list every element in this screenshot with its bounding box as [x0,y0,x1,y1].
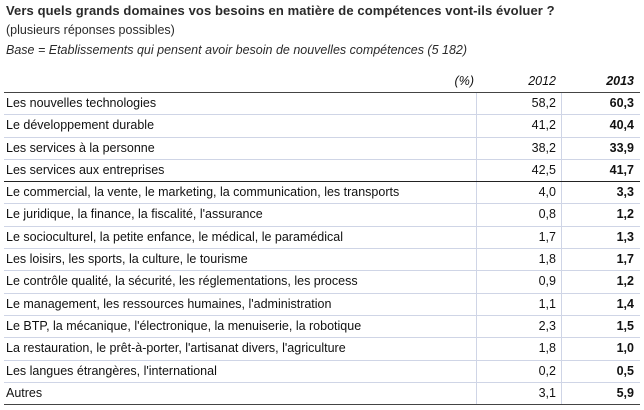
value-2012: 2,3 [538,318,556,333]
table-body: Les nouvelles technologies 58,2 60,3 Le dév… [4,93,640,406]
table-row: Les services à la personne 38,2 33,9 [4,137,640,160]
column-divider [561,137,562,159]
table-row: Les services aux entreprises 42,5 41,7 [4,159,640,183]
table-row: Le contrôle qualité, la sécurité, les ré… [4,271,640,294]
value-2012: 38,2 [531,140,556,155]
table-row: Le juridique, la finance, la fiscalité, … [4,204,640,227]
column-divider [561,115,562,137]
column-divider [476,338,477,360]
value-2013: 5,9 [616,385,634,400]
column-divider [476,182,477,204]
column-divider [476,360,477,382]
value-2013: 3,3 [616,185,634,200]
table-row: Le BTP, la mécanique, l'électronique, la… [4,315,640,339]
value-2013: 1,7 [616,252,634,267]
column-divider [476,293,477,315]
value-2013: 0,5 [616,363,634,378]
value-2013: 1,2 [616,207,634,222]
row-label: Le développement durable [6,118,155,133]
table-header: (%) 2012 2013 [4,71,640,93]
value-2012: 4,0 [538,185,556,200]
row-label: Le commercial, la vente, le marketing, l… [6,185,400,200]
row-label: Autres [6,385,43,400]
value-2012: 1,7 [538,229,556,244]
column-divider [476,115,477,137]
row-label: Le BTP, la mécanique, l'électronique, la… [6,318,362,333]
row-label: Les loisirs, les sports, la culture, le … [6,252,248,267]
value-2012: 0,2 [538,363,556,378]
column-divider [476,249,477,271]
row-label: Les langues étrangères, l'international [6,363,217,378]
column-divider [561,249,562,271]
value-2012: 1,8 [538,252,556,267]
value-2013: 1,0 [616,341,634,356]
table-row: La restauration, le prêt-à-porter, l'art… [4,338,640,361]
column-divider [561,382,562,405]
year-2012-header: 2012 [528,74,556,88]
column-divider [561,159,562,182]
value-2013: 41,7 [609,162,634,177]
row-label: Le contrôle qualité, la sécurité, les ré… [6,274,358,289]
row-label: Les services aux entreprises [6,162,165,177]
row-label: Le socioculturel, la petite enfance, le … [6,229,343,244]
column-divider [476,271,477,293]
value-2012: 42,5 [531,162,556,177]
column-divider [476,204,477,226]
row-label: Le management, les ressources humaines, … [6,296,332,311]
question-subtitle: (plusieurs réponses possibles) [6,23,175,37]
column-divider [561,338,562,360]
question-title: Vers quels grands domaines vos besoins e… [6,3,555,18]
value-2012: 1,8 [538,341,556,356]
column-divider [561,204,562,226]
column-divider [561,271,562,293]
value-2012: 58,2 [531,96,556,110]
column-divider [476,159,477,182]
column-divider [561,182,562,204]
table-row: Le management, les ressources humaines, … [4,293,640,316]
row-label: Le juridique, la finance, la fiscalité, … [6,207,263,222]
table-row: Les langues étrangères, l'international 0… [4,360,640,383]
value-2013: 60,3 [609,96,634,110]
column-divider [561,226,562,249]
unit-header: (%) [454,74,474,88]
column-divider [476,226,477,249]
column-divider [476,93,477,115]
value-2012: 3,1 [538,385,556,400]
value-2013: 1,3 [616,229,634,244]
row-label: Les services à la personne [6,140,155,155]
value-2013: 33,9 [609,140,634,155]
value-2013: 1,2 [616,274,634,289]
table-row: Le développement durable 41,2 40,4 [4,115,640,138]
row-label: La restauration, le prêt-à-porter, l'art… [6,341,346,356]
value-2013: 1,5 [616,318,634,333]
column-divider [561,93,562,115]
base-note: Base = Etablissements qui pensent avoir … [6,43,468,57]
value-2012: 0,9 [538,274,556,289]
value-2012: 0,8 [538,207,556,222]
year-2013-header: 2013 [606,74,634,88]
table-row: Le socioculturel, la petite enfance, le … [4,226,640,250]
value-2013: 1,4 [616,296,634,311]
column-divider [476,137,477,159]
column-divider [476,315,477,338]
value-2012: 41,2 [531,118,556,133]
column-divider [476,382,477,405]
table-row: Les nouvelles technologies 58,2 60,3 [4,93,640,116]
column-divider [561,360,562,382]
column-divider [561,315,562,338]
value-2012: 1,1 [538,296,556,311]
row-label: Les nouvelles technologies [6,96,157,110]
results-table: (%) 2012 2013 Les nouvelles technologies… [4,71,640,406]
table-row: Les loisirs, les sports, la culture, le … [4,249,640,272]
value-2013: 40,4 [609,118,634,133]
table-row: Autres 3,1 5,9 [4,382,640,406]
column-divider [561,293,562,315]
table-row: Le commercial, la vente, le marketing, l… [4,182,640,205]
